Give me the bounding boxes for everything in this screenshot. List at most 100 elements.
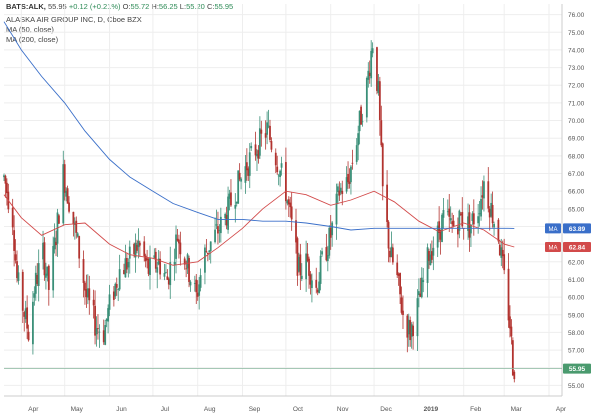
candle-body: [204, 247, 206, 273]
candle-body: [513, 371, 516, 380]
candle-body: [11, 207, 14, 228]
candle-body: [105, 318, 108, 321]
candle-body: [390, 246, 393, 258]
candle-body: [430, 251, 433, 260]
candle-body: [417, 291, 420, 296]
low-value: 55.20: [186, 2, 205, 11]
open-label: O:: [122, 2, 131, 11]
candle-body: [329, 227, 332, 238]
candle-body: [306, 253, 309, 261]
candle-body: [396, 262, 399, 276]
candle-body: [510, 326, 513, 337]
candle-body: [461, 212, 464, 227]
candle-body: [338, 190, 341, 196]
candle-body: [245, 162, 248, 171]
candle-body: [146, 258, 149, 260]
candle-body: [68, 202, 70, 212]
candle-body: [84, 282, 86, 291]
price-change: +0.12 (+0.21%): [68, 2, 121, 11]
candle-body: [13, 230, 16, 251]
candle-body: [400, 297, 403, 313]
candle-body: [381, 143, 384, 187]
last-price-tag-bg: [563, 363, 591, 374]
candle-body: [147, 259, 150, 274]
candle-body: [163, 272, 166, 277]
candle-body: [86, 288, 89, 298]
candle-body: [218, 230, 221, 231]
ma50-legend[interactable]: MA (50, close): [6, 25, 54, 34]
candle-body: [451, 221, 454, 225]
candle-body: [264, 133, 267, 138]
ma200-value-tag-bg: [563, 223, 591, 234]
candle-body: [355, 145, 358, 162]
candle-body: [371, 48, 374, 54]
candle-body: [209, 241, 212, 251]
candle-body: [167, 278, 170, 285]
candle-body: [389, 250, 391, 258]
x-tick-label: Apr: [556, 406, 567, 413]
candle-body: [235, 201, 238, 204]
candle-body: [328, 227, 331, 256]
candle-body: [234, 204, 237, 209]
candle-body: [410, 324, 413, 337]
candle-body: [407, 319, 410, 335]
candle-body: [361, 121, 364, 123]
candle-body: [224, 213, 227, 219]
candle-body: [449, 218, 452, 221]
candle-body: [459, 213, 462, 215]
x-tick-label: Jun: [116, 406, 127, 413]
ma50-value-tag: 62.84: [569, 244, 586, 251]
candle-body: [254, 144, 257, 156]
candle-body: [228, 193, 231, 199]
candle-body: [284, 162, 287, 202]
candle-body: [491, 204, 494, 224]
candle-body: [199, 275, 202, 288]
candle-body: [337, 186, 339, 193]
candle-body: [107, 308, 109, 322]
candle-body: [274, 152, 277, 166]
candle-body: [289, 202, 292, 208]
candle-body: [467, 216, 469, 231]
ma200-value-tag: 63.89: [569, 226, 586, 233]
candle-body: [347, 173, 349, 183]
y-tick-label: 76.00: [568, 12, 585, 19]
candle-body: [36, 274, 39, 284]
x-tick-label: Jul: [161, 406, 170, 413]
candle-body: [157, 258, 160, 265]
candle-body: [309, 274, 312, 285]
high-label: H:: [151, 2, 159, 11]
candle-body: [238, 172, 241, 180]
x-tick-label: Feb: [470, 406, 482, 413]
candle-body: [154, 251, 157, 269]
last-price: 55.95: [47, 2, 67, 11]
candle-body: [193, 283, 196, 284]
candle-body: [360, 106, 362, 125]
candle-body: [397, 273, 400, 276]
candle-body: [62, 164, 65, 224]
y-tick-label: 71.00: [568, 100, 585, 107]
candle-body: [376, 47, 378, 91]
candle-body: [472, 213, 475, 225]
candle-body: [178, 239, 180, 244]
candle-body: [108, 294, 111, 310]
candle-body: [367, 70, 370, 80]
candle-body: [298, 256, 300, 272]
candle-body: [244, 166, 247, 183]
candle-body: [124, 258, 127, 278]
ma200-legend[interactable]: MA (200, close): [6, 35, 59, 44]
candle-body: [183, 258, 186, 265]
x-tick-label: Mar: [511, 406, 523, 413]
candle-body: [34, 272, 37, 294]
candle-body: [104, 325, 107, 345]
candle-body: [208, 250, 211, 253]
candle-body: [169, 262, 172, 286]
candle-body: [198, 284, 201, 296]
candle-body: [300, 275, 303, 279]
candle-body: [458, 210, 461, 231]
candle-body: [481, 195, 484, 198]
candle-body: [370, 50, 373, 79]
candle-body: [92, 299, 95, 306]
candle-body: [436, 225, 439, 248]
candle-body: [26, 307, 29, 329]
